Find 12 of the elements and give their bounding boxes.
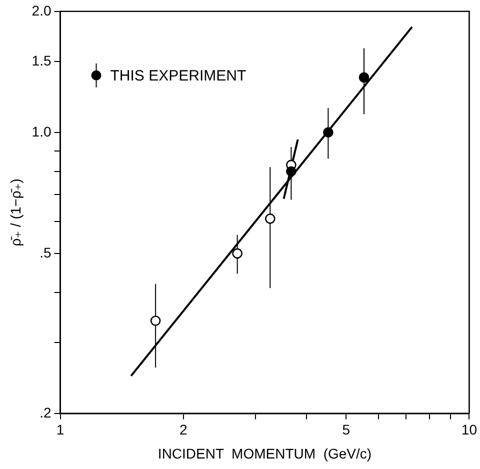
x-tick-label: 5: [342, 422, 350, 438]
x-tick-label: 10: [461, 422, 478, 438]
y-tick-label: .5: [40, 244, 52, 260]
y-tick-label: 1.5: [32, 52, 52, 68]
x-tick-label: 1: [56, 422, 64, 438]
x-tick-label: 2: [179, 422, 188, 438]
y-axis-title: ρ̄₊ / (1−ρ̄₊): [7, 178, 24, 246]
y-tick-label: 2.0: [32, 2, 52, 18]
y-tick-label: .2: [40, 404, 52, 420]
legend-label: THIS EXPERIMENT: [110, 68, 246, 85]
y-tick-label: 1.0: [32, 123, 52, 140]
x-axis-title: INCIDENT MOMENTUM (GeV/c): [158, 445, 372, 462]
